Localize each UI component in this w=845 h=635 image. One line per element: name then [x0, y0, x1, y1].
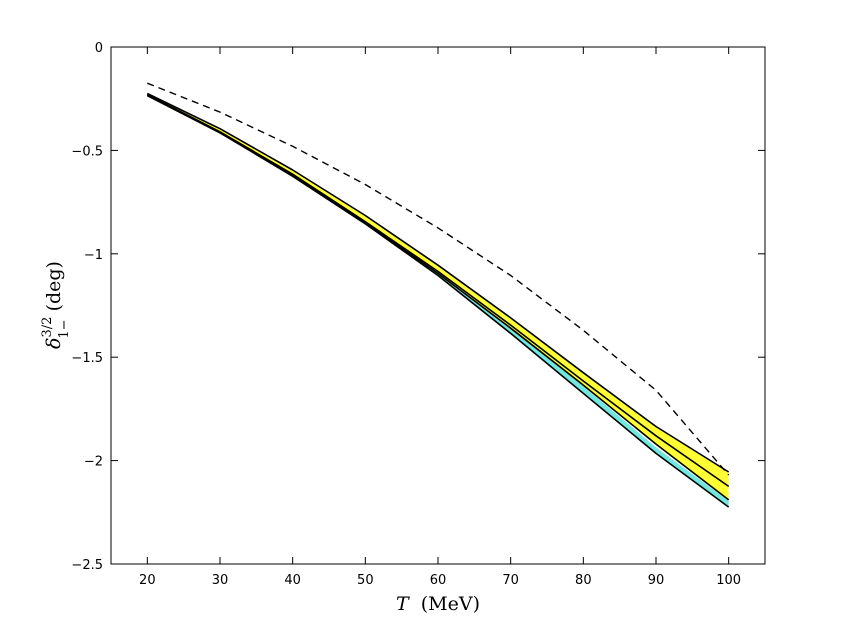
y-tick-label: −2.5: [71, 558, 103, 573]
solid-line-4: [146, 94, 730, 508]
x-tick-label: 100: [716, 573, 741, 588]
x-axis-label: T (MeV): [396, 593, 480, 615]
series-lines: [146, 82, 730, 508]
dashed-line-0: [147, 82, 730, 476]
x-tick-label: 20: [139, 573, 156, 588]
x-tick-label: 90: [648, 573, 665, 588]
axis-ticks: 20 30 40 50 60 70 80 90 100 0 −0.5 −1 −1.5 −2 −2.5: [71, 41, 765, 588]
x-tick-label: 80: [575, 573, 592, 588]
uncertainty-bands: [147, 93, 729, 508]
band-0: [147, 93, 729, 508]
x-tick-label: 50: [357, 573, 374, 588]
solid-line-1: [146, 93, 730, 488]
y-axis-label: δ3/2 1−(deg): [40, 261, 72, 349]
y-tick-label: −0.5: [71, 144, 103, 159]
y-tick-label: 0: [95, 41, 103, 56]
y-tick-label: −1.5: [71, 351, 103, 366]
x-tick-label: 60: [430, 573, 447, 588]
y-tick-label: −2: [84, 455, 103, 470]
solid-line-2: [146, 92, 730, 473]
x-tick-label: 30: [212, 573, 229, 588]
y-tick-label: −1: [84, 248, 103, 263]
x-tick-label: 40: [284, 573, 301, 588]
x-tick-label: 70: [502, 573, 519, 588]
